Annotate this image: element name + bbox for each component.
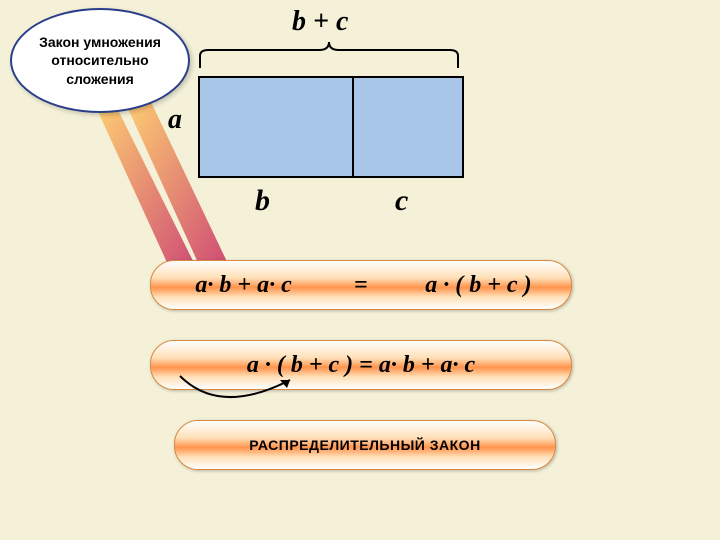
bar1-left: a· b + a· c: [151, 272, 336, 299]
label-a: a: [168, 104, 182, 136]
bar1-right: a · ( b + c ): [386, 272, 571, 299]
title-text: Закон умножения относительно сложения: [26, 33, 174, 88]
area-rectangle: [198, 76, 464, 178]
label-b: b: [255, 184, 270, 218]
distributive-arrow: [160, 370, 340, 410]
title-ellipse: Закон умножения относительно сложения: [10, 8, 190, 113]
label-c: c: [395, 184, 408, 218]
bar3-text: РАСПРЕДЕЛИТЕЛЬНЫЙ ЗАКОН: [249, 437, 480, 453]
top-brace: [198, 40, 460, 70]
rectangle-divider: [352, 78, 354, 176]
law-name-bar: РАСПРЕДЕЛИТЕЛЬНЫЙ ЗАКОН: [174, 420, 556, 470]
formula-bar-1: a· b + a· c = a · ( b + c ): [150, 260, 572, 310]
top-sum-label: b + c: [292, 6, 348, 38]
bar1-eq: =: [354, 272, 368, 299]
